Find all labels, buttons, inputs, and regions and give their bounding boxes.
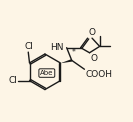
- Polygon shape: [60, 59, 72, 63]
- Text: O: O: [88, 28, 95, 37]
- Text: O: O: [90, 54, 97, 63]
- Text: Cl: Cl: [24, 42, 33, 51]
- Text: *: *: [72, 48, 76, 57]
- Text: Cl: Cl: [9, 76, 17, 85]
- Text: COOH: COOH: [86, 70, 113, 79]
- Text: Abe: Abe: [40, 70, 53, 76]
- Text: HN: HN: [50, 43, 63, 51]
